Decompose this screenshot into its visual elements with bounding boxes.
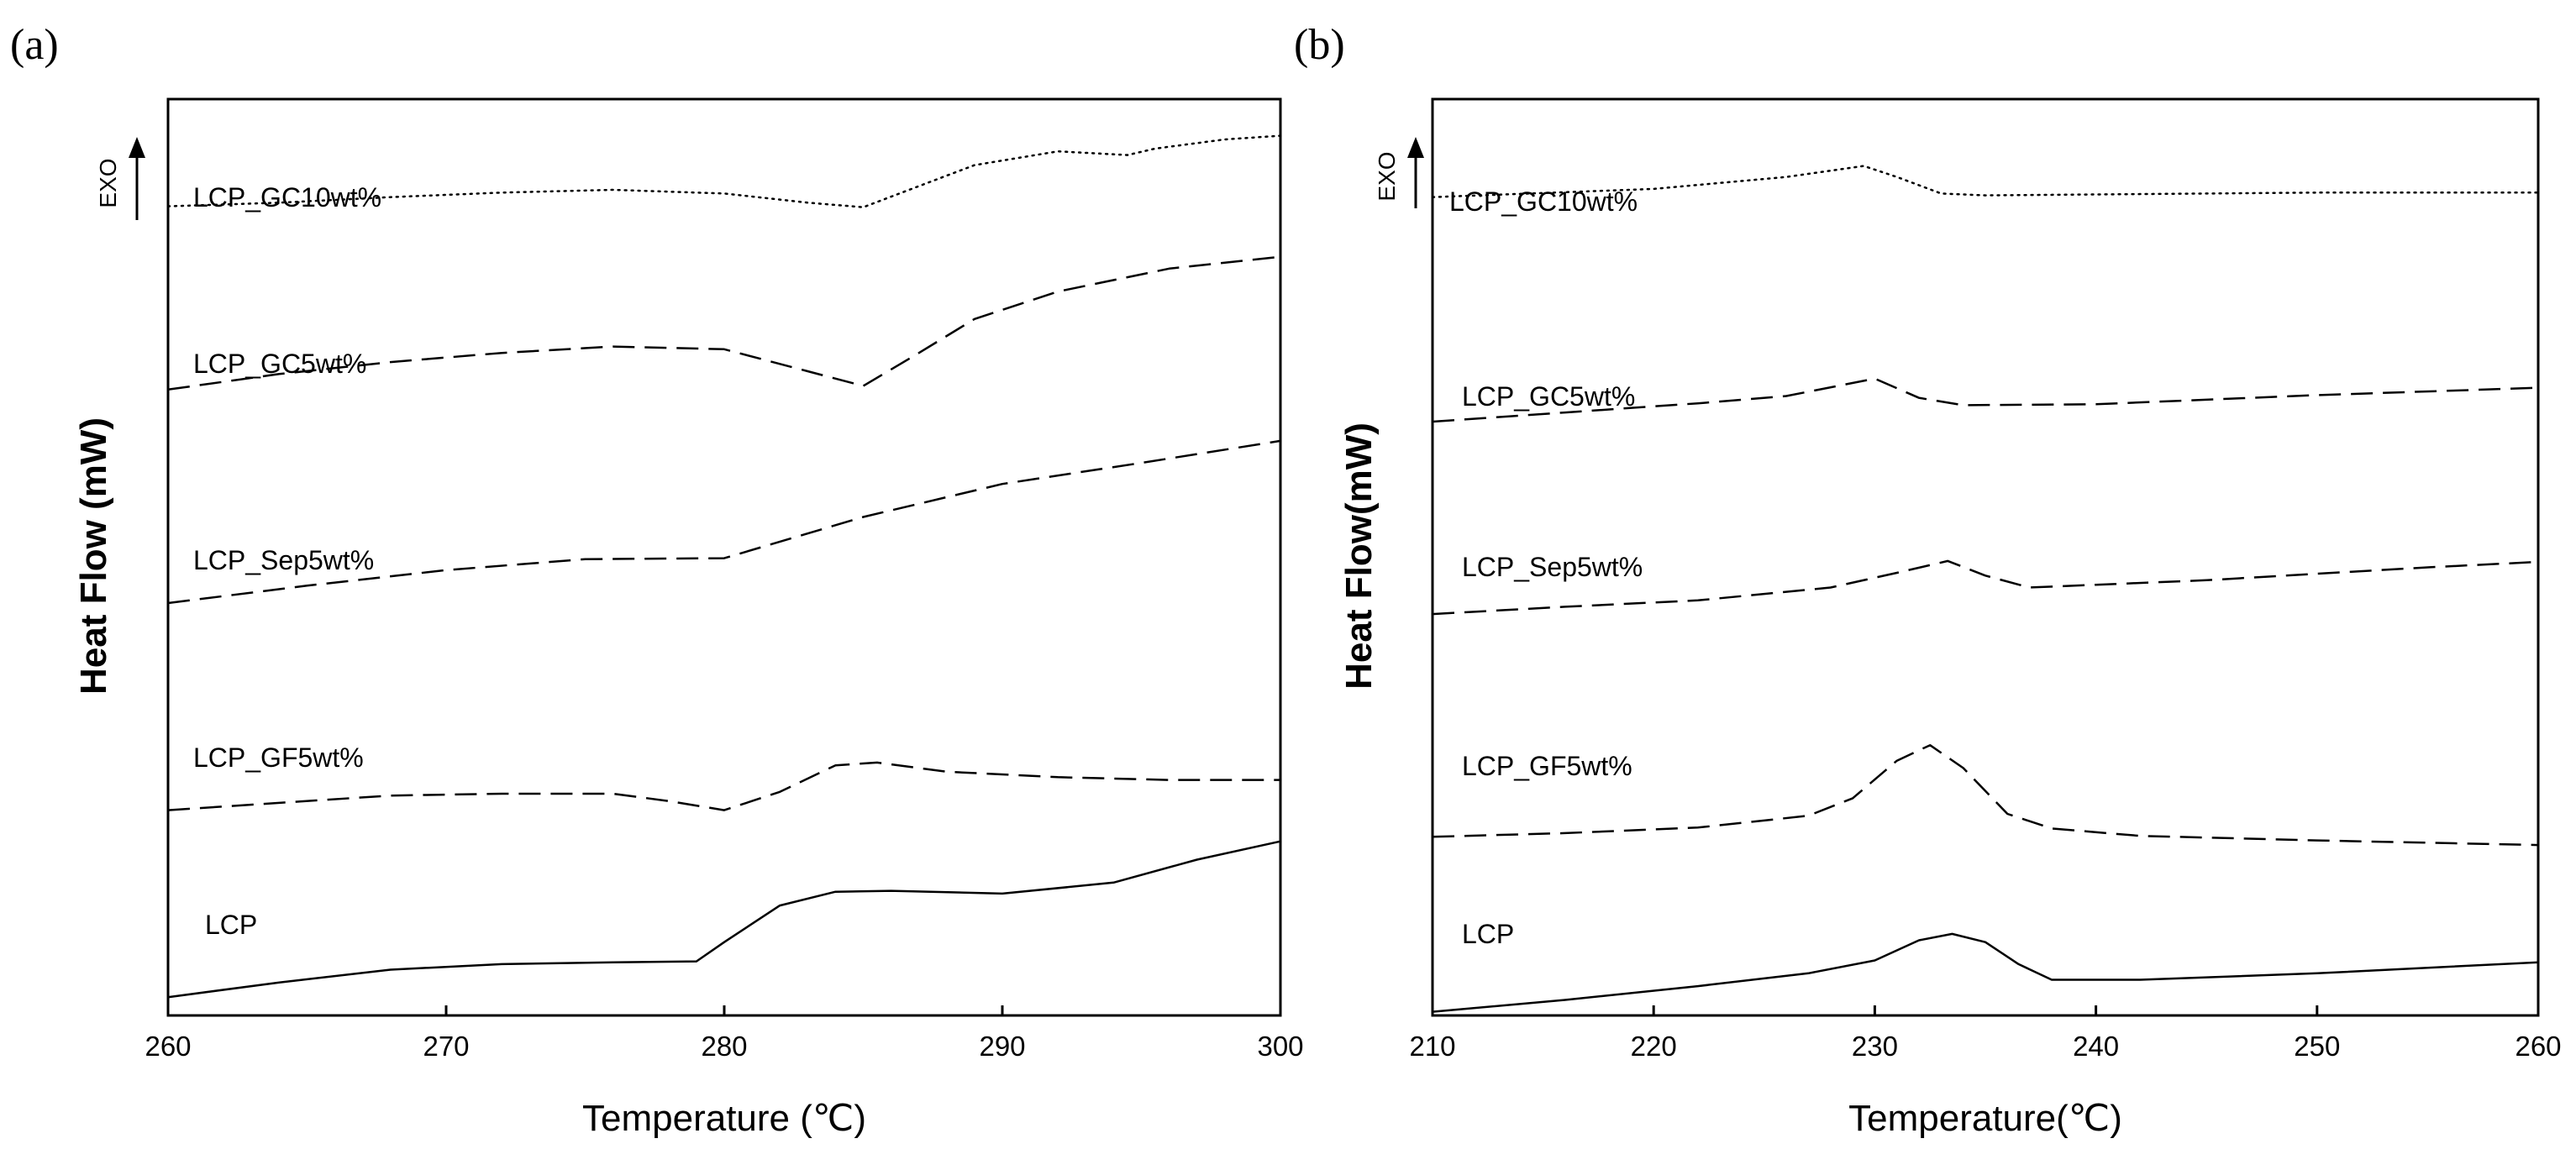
panel-b-x-axis-title: Temperature(℃) bbox=[1848, 1098, 2122, 1139]
tick-label: 260 bbox=[2515, 1031, 2561, 1062]
series-line-lcp-gf5wt- bbox=[1432, 743, 2539, 847]
series-line-lcp-gc10wt- bbox=[166, 134, 1282, 208]
panel-b-exo-label: EXO bbox=[1374, 151, 1400, 201]
tick-label: 210 bbox=[1409, 1031, 1455, 1062]
panel-a-curves bbox=[166, 134, 1282, 999]
panel-b: (b) Heat Flow(mW) EXO Temperature(℃) 210… bbox=[1294, 21, 2562, 1139]
series-line-lcp-gc5wt- bbox=[1432, 377, 2539, 423]
panel-a-x-axis-title: Temperature (℃) bbox=[582, 1098, 866, 1139]
tick-label: 300 bbox=[1257, 1031, 1303, 1062]
tick-label: 230 bbox=[1852, 1031, 1898, 1062]
series-line-lcp bbox=[1432, 932, 2539, 1013]
series-label: LCP_GF5wt% bbox=[1462, 751, 1632, 781]
panel-b-exo-arrow-icon bbox=[1407, 137, 1424, 158]
tick-label: 240 bbox=[2073, 1031, 2119, 1062]
series-label: LCP bbox=[1462, 919, 1514, 949]
panel-a-exo-label: EXO bbox=[95, 158, 121, 207]
series-line-lcp bbox=[167, 840, 1281, 999]
panel-b-y-axis-title: Heat Flow(mW) bbox=[1338, 422, 1380, 690]
tick-label: 260 bbox=[145, 1031, 191, 1062]
panel-a-exo-arrow-icon bbox=[129, 137, 145, 158]
tick-label: 250 bbox=[2294, 1031, 2340, 1062]
panel-b-plot-frame bbox=[1431, 97, 2540, 1017]
series-line-lcp-sep5wt- bbox=[1432, 559, 2539, 616]
panel-b-exo-indicator: EXO bbox=[1374, 137, 1424, 208]
panel-b-label: (b) bbox=[1294, 21, 1345, 69]
series-label: LCP_GF5wt% bbox=[193, 742, 364, 773]
series-line-lcp-gc10wt- bbox=[1431, 165, 2540, 198]
tick-label: 220 bbox=[1631, 1031, 1677, 1062]
tick-label: 280 bbox=[701, 1031, 747, 1062]
panel-a-exo-indicator: EXO bbox=[95, 137, 145, 220]
panel-a-x-ticks: 260 270 280 290 300 bbox=[145, 1005, 1304, 1062]
tick-label: 270 bbox=[423, 1031, 469, 1062]
tick-label: 290 bbox=[979, 1031, 1025, 1062]
series-label: LCP_GC5wt% bbox=[1462, 381, 1635, 412]
series-label: LCP_Sep5wt% bbox=[1462, 552, 1643, 582]
panel-b-x-ticks: 210 220 230 240 250 260 bbox=[1409, 1005, 2562, 1062]
series-label: LCP_Sep5wt% bbox=[193, 545, 374, 575]
panel-b-curve-labels: LCP_GC10wt% LCP_GC5wt% LCP_Sep5wt% LCP_GF5w… bbox=[1449, 186, 1643, 949]
panel-a-curve-labels: LCP_GC10wt% LCP_GC5wt% LCP_Sep5wt% LCP_GF5w… bbox=[193, 182, 381, 940]
series-label: LCP_GC10wt% bbox=[1449, 186, 1638, 217]
panel-a: (a) Heat Flow (mW) EXO Temperature (℃) 2… bbox=[10, 21, 1304, 1139]
series-label: LCP bbox=[205, 910, 257, 940]
series-label: LCP_GC10wt% bbox=[193, 182, 381, 212]
series-line-lcp-sep5wt- bbox=[167, 439, 1281, 605]
series-label: LCP_GC5wt% bbox=[193, 349, 366, 379]
panel-a-y-axis-title: Heat Flow (mW) bbox=[73, 417, 114, 695]
panel-a-label: (a) bbox=[10, 21, 59, 69]
panel-b-curves bbox=[1431, 165, 2540, 1013]
series-line-lcp-gc5wt- bbox=[167, 255, 1281, 391]
series-line-lcp-gf5wt- bbox=[167, 761, 1280, 811]
